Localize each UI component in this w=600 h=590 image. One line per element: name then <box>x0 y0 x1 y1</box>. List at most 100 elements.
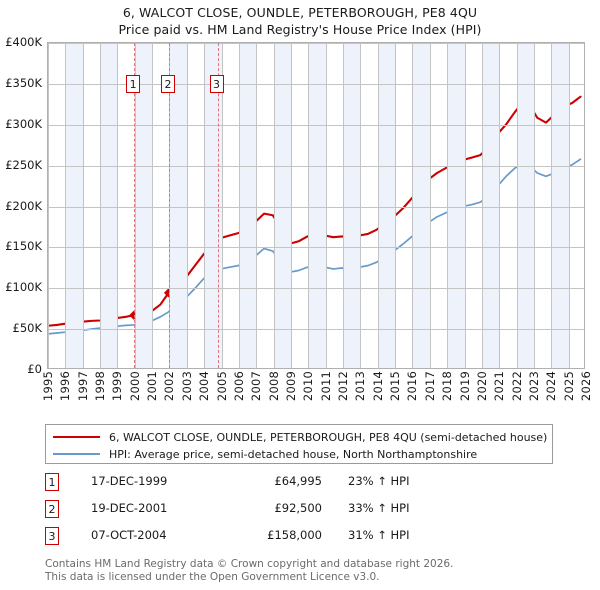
year-band <box>447 43 465 368</box>
table-row[interactable]: 2 19-DEC-2001 £92,500 33% ↑ HPI <box>45 499 465 526</box>
table-row[interactable]: 3 07-OCT-2004 £158,000 31% ↑ HPI <box>45 526 465 553</box>
grid-line-horizontal <box>48 43 584 44</box>
legend-entry-property: 6, WALCOT CLOSE, OUNDLE, PETERBOROUGH, P… <box>53 429 547 445</box>
y-axis-tick-label: £150K <box>5 239 42 254</box>
x-axis-tick-label: 2018 <box>440 371 455 402</box>
grid-line-vertical <box>117 43 118 368</box>
grid-line-vertical <box>204 43 205 368</box>
grid-line-vertical <box>517 43 518 368</box>
grid-line-vertical <box>291 43 292 368</box>
x-axis-tick-label: 2020 <box>474 371 489 402</box>
x-axis-tick-label: 2019 <box>457 371 472 402</box>
x-axis-tick-label: 2004 <box>197 371 212 402</box>
y-axis-tick-label: £300K <box>5 116 42 131</box>
x-axis-tick-label: 2021 <box>492 371 507 402</box>
grid-line-vertical <box>83 43 84 368</box>
x-axis-labels: 1995 1996 1997 1998 1999 2000 2001 2002 2003 2004… <box>41 371 593 416</box>
transactions-table: 1 17-DEC-1999 £64,995 23% ↑ HPI 2 19-DEC-2001… <box>45 472 465 553</box>
y-axis-tick-label: £250K <box>5 157 42 172</box>
grid-line-vertical <box>239 43 240 368</box>
transaction-marker-badge-2[interactable]: 2 <box>160 75 175 93</box>
grid-line-vertical <box>412 43 413 368</box>
transaction-marker-badge-3[interactable]: 3 <box>209 75 224 93</box>
grid-line-vertical <box>65 43 66 368</box>
transaction-marker-line <box>217 43 219 368</box>
footer-line-1: Contains HM Land Registry data © Crown c… <box>45 558 454 570</box>
page-title: 6, WALCOT CLOSE, OUNDLE, PETERBOROUGH, P… <box>0 4 600 38</box>
grid-line-horizontal <box>48 84 584 85</box>
x-axis-tick-label: 2023 <box>526 371 541 402</box>
grid-line-vertical <box>534 43 535 368</box>
grid-line-horizontal <box>48 125 584 126</box>
chart-area: 1 2 3 <box>47 42 585 369</box>
grid-line-vertical <box>152 43 153 368</box>
x-axis-tick-label: 2012 <box>336 371 351 402</box>
transaction-index-badge[interactable]: 3 <box>45 527 59 545</box>
x-axis-tick-label: 2025 <box>561 371 576 402</box>
transaction-index-badge[interactable]: 1 <box>45 473 59 491</box>
x-axis-tick-label: 2013 <box>353 371 368 402</box>
x-axis-tick-label: 2006 <box>231 371 246 402</box>
x-axis-tick-label: 2026 <box>579 371 593 402</box>
x-axis-tick-label: 2001 <box>145 371 160 402</box>
title-line-1: 6, WALCOT CLOSE, OUNDLE, PETERBOROUGH, P… <box>122 5 478 20</box>
footer-attribution: Contains HM Land Registry data © Crown c… <box>45 558 575 583</box>
year-band <box>238 43 257 368</box>
x-axis-tick-label: 1995 <box>41 371 55 402</box>
x-axis-tick-label: 2016 <box>405 371 420 402</box>
grid-line-horizontal <box>48 247 584 248</box>
grid-line-vertical <box>274 43 275 368</box>
grid-line-vertical <box>135 43 136 368</box>
grid-line-horizontal <box>48 329 584 330</box>
x-axis-tick-label: 2005 <box>214 371 229 402</box>
legend-entry-hpi: HPI: Average price, semi-detached house,… <box>53 446 477 462</box>
x-axis-tick-label: 1998 <box>93 371 108 402</box>
grid-line-vertical <box>222 43 223 368</box>
transaction-hpi-delta: 33% ↑ HPI <box>348 501 410 515</box>
grid-line-vertical <box>482 43 483 368</box>
grid-line-vertical <box>569 43 570 368</box>
y-axis-labels: £0 £50K £100K £150K £200K £250K £300K £350K £400… <box>0 35 45 376</box>
x-axis-tick-label: 2003 <box>179 371 194 402</box>
y-axis-tick-label: £100K <box>5 280 42 295</box>
transaction-marker-badge-1[interactable]: 1 <box>126 75 141 93</box>
grid-line-vertical <box>256 43 257 368</box>
year-band <box>65 43 83 368</box>
grid-line-vertical <box>100 43 101 368</box>
x-axis-tick-label: 1996 <box>58 371 73 402</box>
year-band <box>169 43 187 368</box>
y-axis-tick-label: £350K <box>5 75 42 90</box>
x-axis-tick-label: 2015 <box>388 371 403 402</box>
grid-line-vertical <box>465 43 466 368</box>
transaction-marker-line <box>134 43 136 368</box>
y-axis-tick-label: £0 <box>27 362 42 376</box>
legend-swatch-hpi-icon <box>53 453 100 455</box>
grid-line-vertical <box>48 43 49 368</box>
grid-line-vertical <box>326 43 327 368</box>
y-axis-tick-label: £50K <box>12 321 43 336</box>
transaction-hpi-delta: 23% ↑ HPI <box>348 474 410 488</box>
x-axis-tick-label: 2010 <box>301 371 316 402</box>
transaction-price: £158,000 <box>267 528 322 542</box>
plot-region <box>47 42 585 369</box>
table-row[interactable]: 1 17-DEC-1999 £64,995 23% ↑ HPI <box>45 472 465 499</box>
x-axis-tick-label: 1997 <box>75 371 90 402</box>
grid-line-vertical <box>378 43 379 368</box>
footer-line-2: This data is licensed under the Open Gov… <box>45 570 380 583</box>
transaction-price: £92,500 <box>274 501 322 515</box>
year-band <box>308 43 326 368</box>
year-band <box>100 43 118 368</box>
year-band <box>377 43 396 368</box>
grid-line-vertical <box>308 43 309 368</box>
year-band <box>516 43 534 368</box>
grid-line-vertical <box>360 43 361 368</box>
transaction-price: £64,995 <box>274 474 322 488</box>
grid-line-vertical <box>447 43 448 368</box>
year-band <box>481 43 500 368</box>
transaction-date: 17-DEC-1999 <box>91 474 168 488</box>
transaction-date: 07-OCT-2004 <box>91 528 167 542</box>
transaction-index-badge[interactable]: 2 <box>45 500 59 518</box>
transaction-point-marker[interactable] <box>163 288 174 298</box>
x-axis-tick-label: 2022 <box>509 371 524 402</box>
